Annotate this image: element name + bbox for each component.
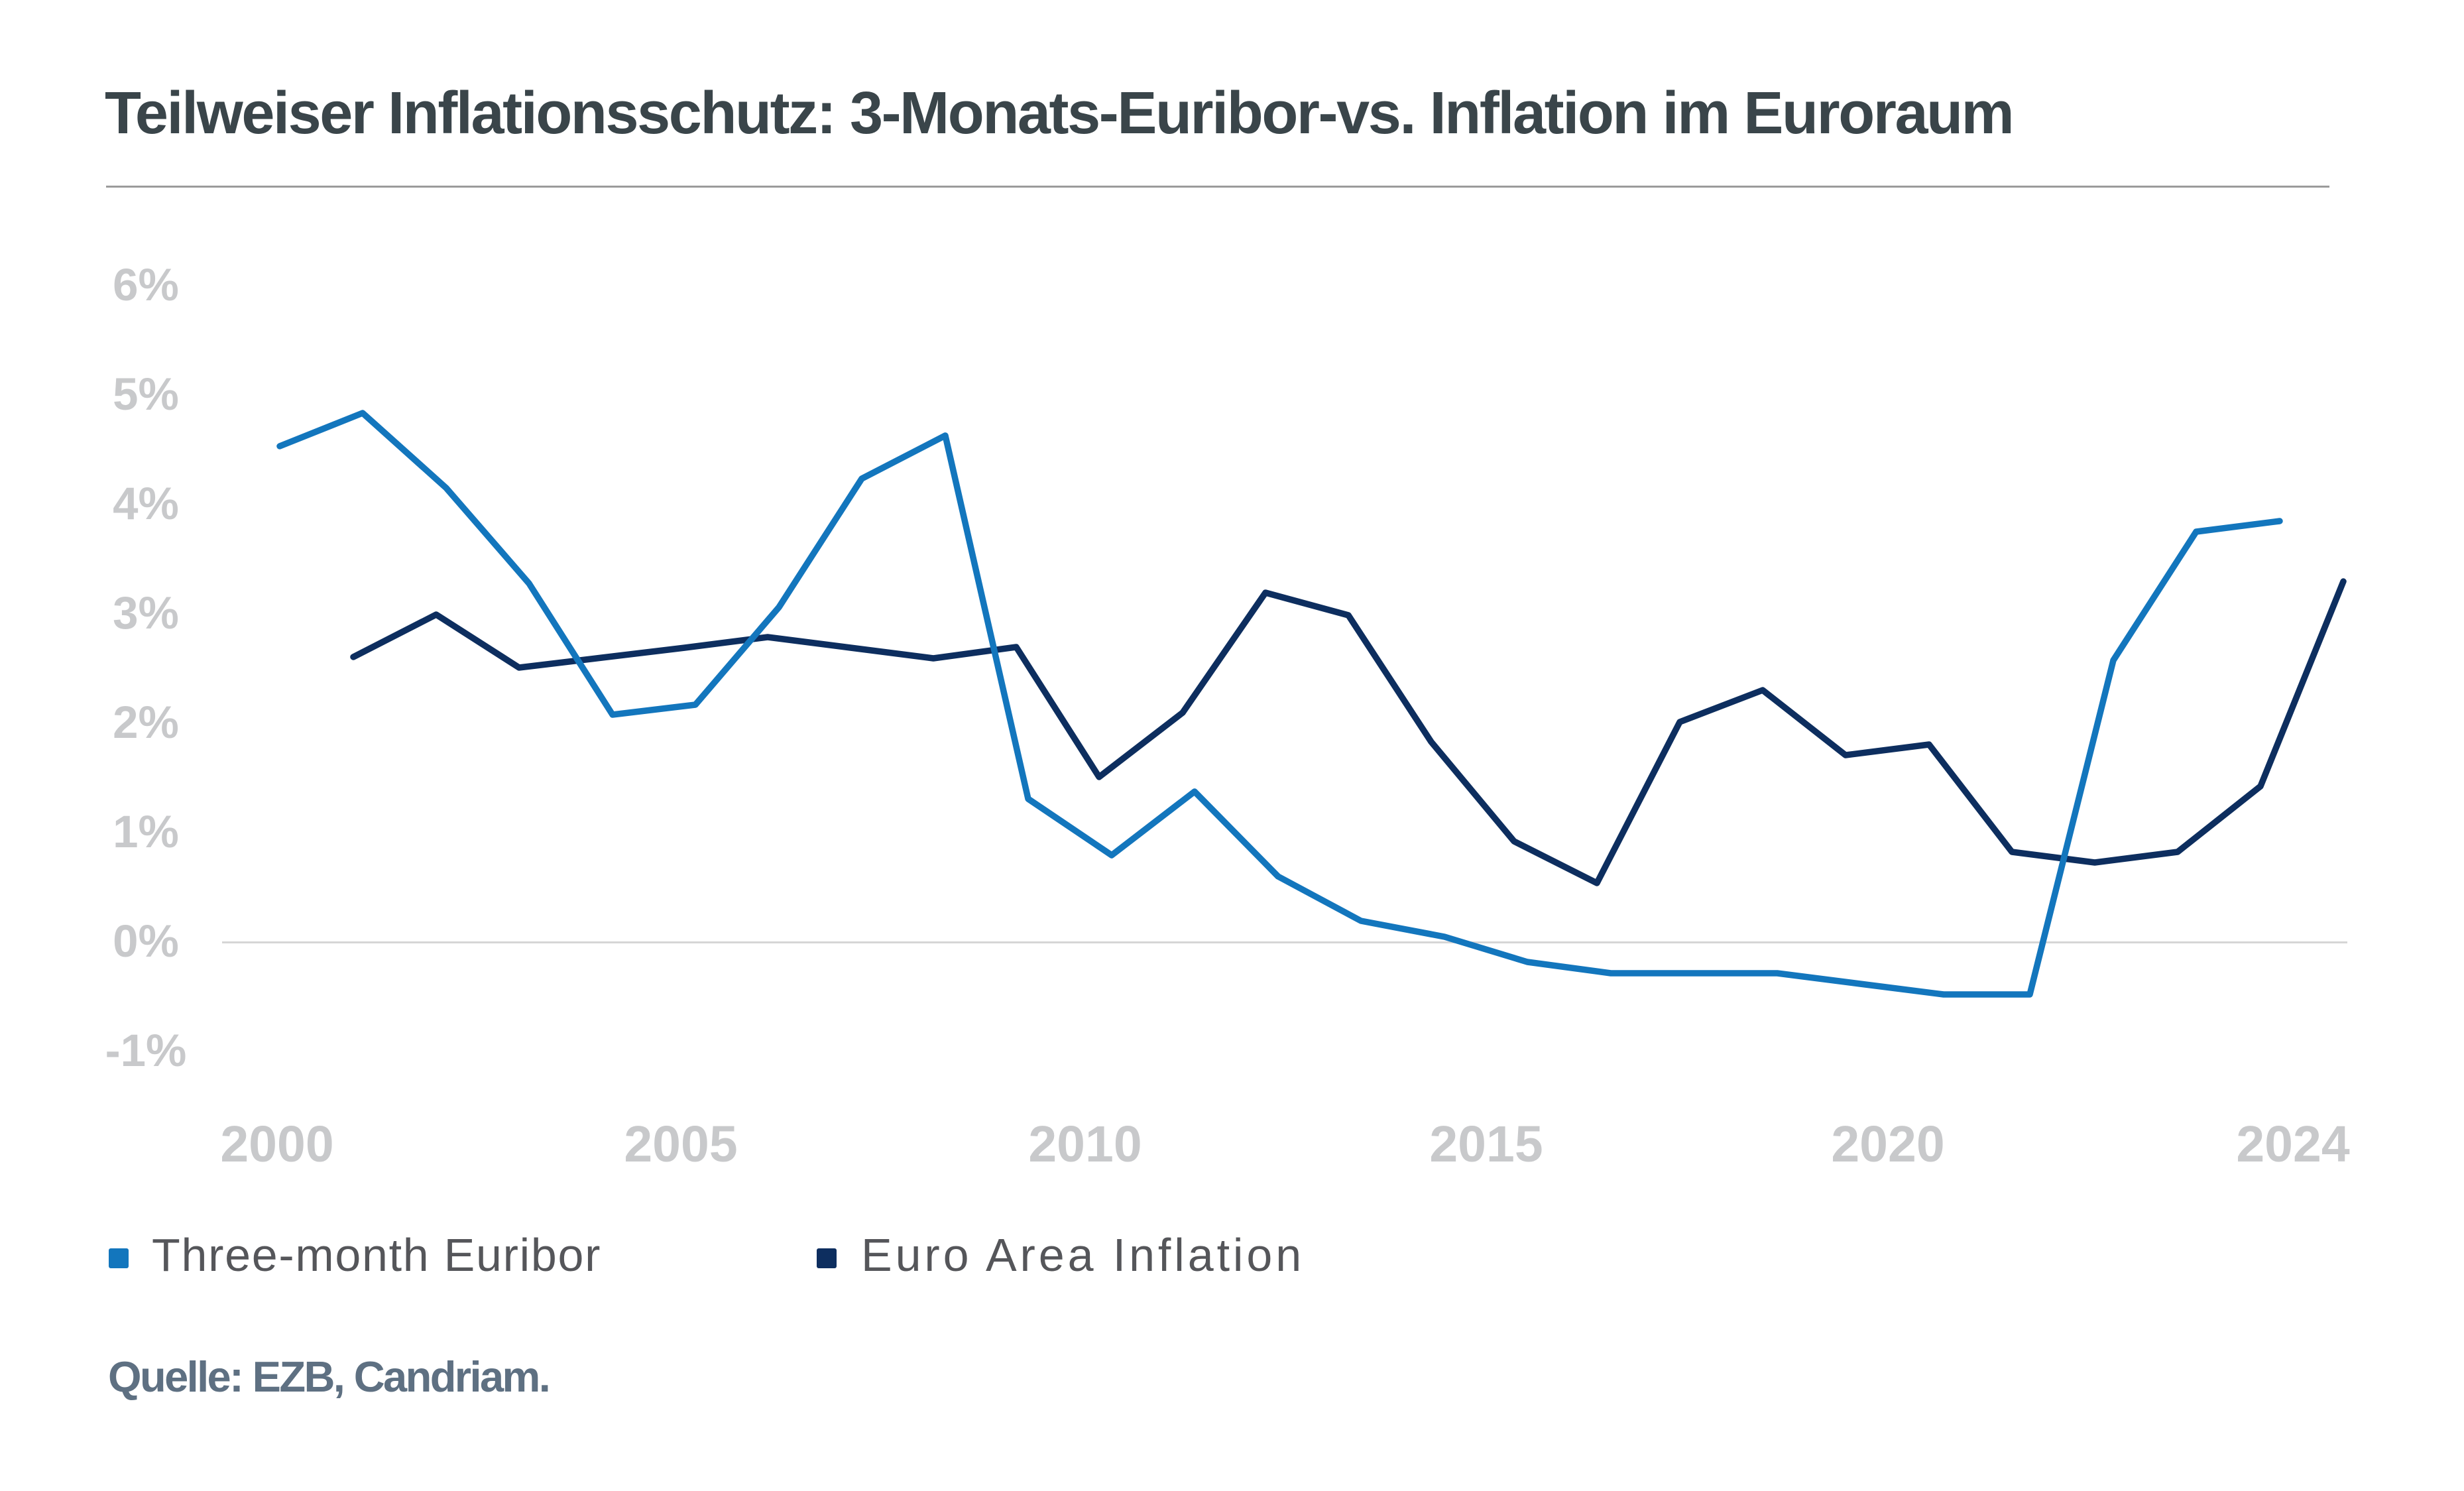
svg-text:2%: 2% xyxy=(113,697,179,748)
svg-text:1%: 1% xyxy=(113,806,179,857)
svg-text:Quelle: EZB, Candriam.: Quelle: EZB, Candriam. xyxy=(108,1352,549,1401)
svg-text:5%: 5% xyxy=(113,369,179,420)
svg-text:2015: 2015 xyxy=(1429,1116,1543,1173)
svg-text:2005: 2005 xyxy=(624,1116,737,1173)
svg-text:0%: 0% xyxy=(113,916,179,967)
svg-text:Euro Area Inflation: Euro Area Inflation xyxy=(861,1229,1305,1281)
svg-text:Three-month Euribor: Three-month Euribor xyxy=(152,1229,601,1281)
svg-text:3%: 3% xyxy=(113,587,179,638)
svg-text:2020: 2020 xyxy=(1831,1116,1944,1173)
svg-text:2024: 2024 xyxy=(2236,1116,2349,1173)
svg-text:6%: 6% xyxy=(113,259,179,310)
svg-text:4%: 4% xyxy=(113,478,179,529)
svg-text:2000: 2000 xyxy=(220,1116,333,1173)
svg-text:Teilweiser Inflationsschutz: 3: Teilweiser Inflationsschutz: 3-Monats-Eu… xyxy=(105,80,2013,147)
svg-text:2010: 2010 xyxy=(1028,1116,1142,1173)
svg-text:-1%: -1% xyxy=(105,1025,187,1076)
